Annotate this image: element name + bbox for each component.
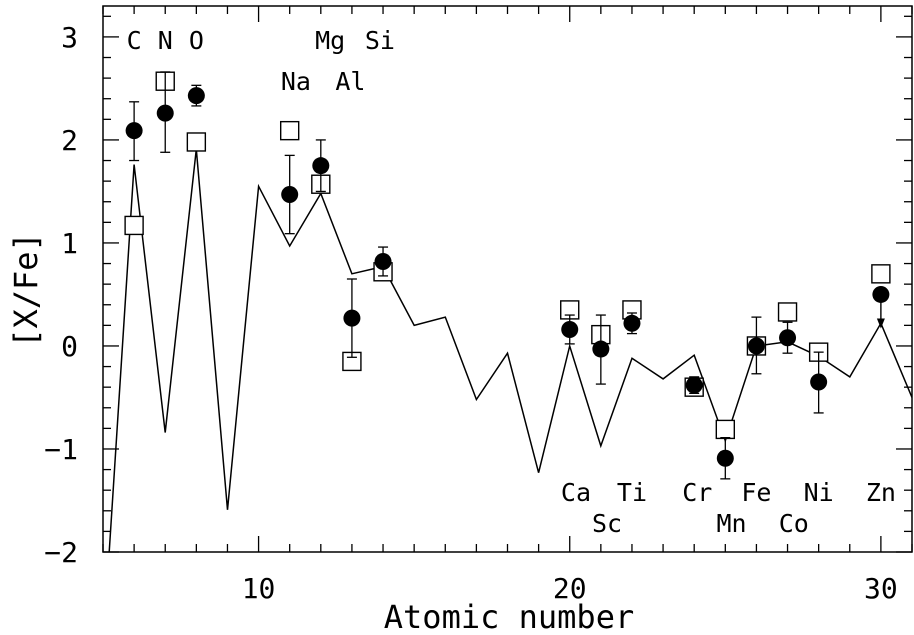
filled-circle-point <box>343 309 361 327</box>
y-tick-label: 3 <box>61 21 78 54</box>
upper-limit-arrow <box>876 318 885 329</box>
element-label: Fe <box>741 478 771 507</box>
y-tick-label: 1 <box>61 227 78 260</box>
element-label: Ti <box>617 478 647 507</box>
filled-circle-point <box>187 87 205 105</box>
open-square-point <box>186 132 207 152</box>
filled-circle-point <box>685 376 703 394</box>
open-square-point <box>871 264 891 284</box>
filled-circle-point <box>374 252 392 270</box>
filled-circle-point <box>312 157 330 175</box>
filled-points-layer <box>125 71 890 480</box>
filled-circle-point <box>125 122 143 140</box>
open-square-point <box>124 215 144 236</box>
element-label: Ni <box>804 478 834 507</box>
open-square-point <box>715 419 736 440</box>
filled-circle-point <box>561 320 579 338</box>
element-label: O <box>189 26 204 55</box>
x-tick-label: 20 <box>553 572 587 605</box>
model-layer <box>108 149 912 552</box>
element-label: Si <box>365 26 395 55</box>
element-label: Zn <box>866 478 896 507</box>
filled-circle-point <box>281 186 299 204</box>
filled-circle-point <box>872 285 890 303</box>
element-label: Ca <box>561 478 591 507</box>
y-axis-label: [X/Fe] <box>7 232 45 348</box>
open-square-point <box>279 120 300 141</box>
element-label: Na <box>281 67 311 96</box>
filled-circle-point <box>623 314 641 332</box>
y-tick-label: 0 <box>61 330 78 363</box>
y-tick-label: −1 <box>44 433 78 466</box>
x-axis-label: Atomic number <box>384 598 634 635</box>
element-label: Co <box>779 509 809 538</box>
filled-circle-point <box>779 329 797 347</box>
filled-circle-point <box>592 340 610 358</box>
element-label: Al <box>335 67 365 96</box>
x-tick-label: 30 <box>864 572 898 605</box>
element-labels-layer: C N O Mg Si Na Al Ca Ti Cr Fe Ni Zn Sc Mn Co <box>127 26 896 538</box>
filled-circle-point <box>716 449 734 467</box>
filled-circle-point <box>810 373 828 391</box>
open-square-point <box>777 302 798 322</box>
element-label: Mn <box>716 509 746 538</box>
y-tick-label: 2 <box>61 124 78 157</box>
element-label: C <box>127 26 142 55</box>
x-tick-label: 10 <box>242 572 276 605</box>
element-label: Mg <box>315 26 345 55</box>
element-label: N <box>158 26 173 55</box>
filled-circle-point <box>156 104 174 122</box>
element-label: Cr <box>682 478 712 507</box>
filled-circle-point <box>747 337 765 355</box>
y-tick-label: −2 <box>44 536 78 569</box>
element-label: Sc <box>592 509 622 538</box>
model-line <box>108 149 912 552</box>
